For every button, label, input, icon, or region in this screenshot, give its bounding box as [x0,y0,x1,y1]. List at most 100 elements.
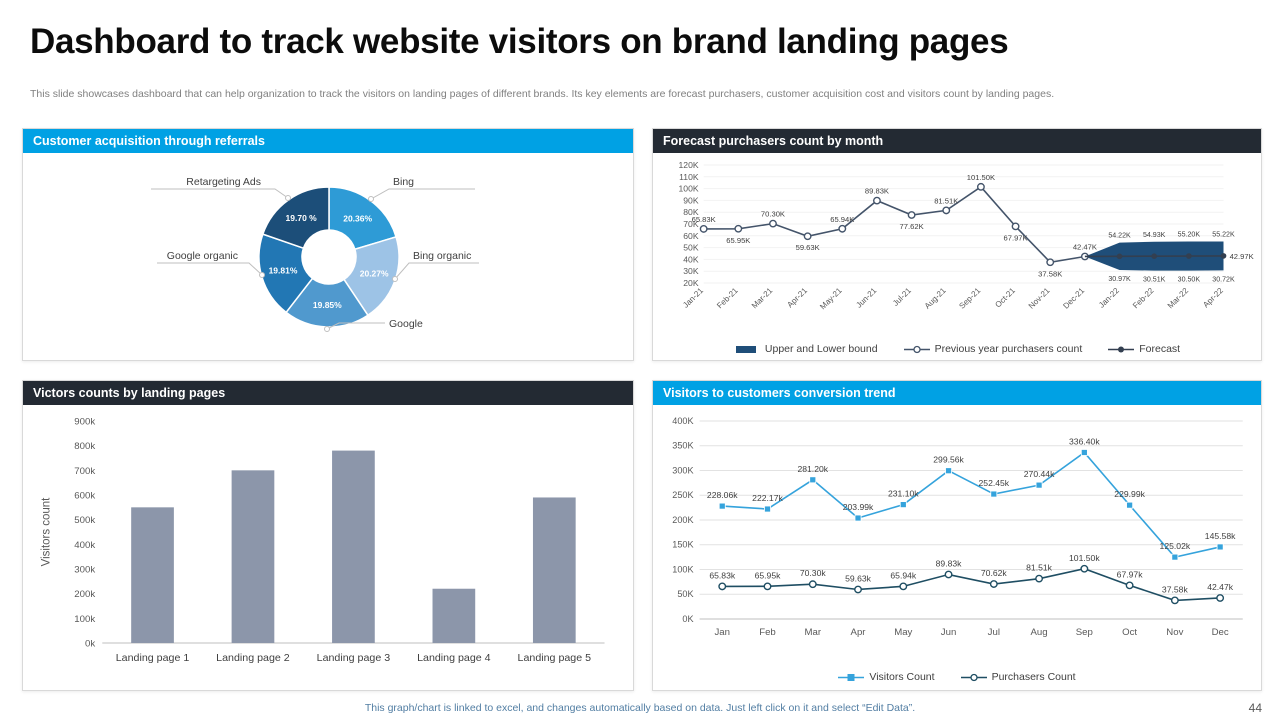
bar-landing-page-5[interactable] [532,497,576,643]
x-tick-label: Oct-21 [993,286,1017,310]
marker [1220,253,1227,259]
data-label: 37.58k [1162,584,1189,594]
data-label: 65.94k [890,570,917,580]
marker [899,501,907,509]
donut-slice-google-organic[interactable] [258,233,314,314]
data-label: 30.51K [1143,277,1166,284]
panel-body-landing: 0k 100k 200k 300k 400k 500k 600k 700k 800k 900k La… [23,405,633,690]
x-tick-label: Sep-21 [957,286,982,311]
data-label: 54.22K [1108,233,1131,240]
bar-landing-page-2[interactable] [231,470,275,643]
marker [1171,553,1179,561]
x-tick-label: Landing page 2 [216,652,290,664]
donut-slice-retargeting-ads[interactable] [261,186,330,250]
panel-header-forecast: Forecast purchasers count by month [653,129,1261,153]
bar-landing-page-4[interactable] [432,588,476,643]
marker [907,211,916,219]
chart-shape [912,345,921,353]
panel-header-conversion: Visitors to customers conversion trend [653,381,1261,405]
y-tick-label: 30K [683,266,699,276]
y-tick-label: 0k [85,639,95,650]
marker [944,570,953,579]
marker [990,490,998,498]
bar-landing-page-1[interactable] [131,507,174,643]
data-label: 101.50k [1069,553,1100,563]
marker [1151,253,1158,259]
data-label: 281.20k [797,464,828,474]
x-tick-label: Jan [714,627,730,638]
y-tick-label: 100K [678,184,698,194]
data-label: 30.97K [1108,276,1131,283]
x-tick-label: Feb-22 [1131,286,1156,311]
conversion-legend: Visitors Count Purchasers Count [653,664,1261,690]
marker [803,232,812,241]
y-tick-label: 350K [672,441,693,451]
donut-slice-bing[interactable] [328,186,397,251]
y-tick-label: 70K [683,219,699,229]
marker [699,225,708,233]
callout-line [326,322,385,330]
data-label: 70.30k [800,568,827,578]
legend-swatch-line-open [960,673,987,681]
panel-header-acquisition: Customer acquisition through referrals [23,129,633,153]
y-tick-label: 90K [683,195,699,205]
y-tick-label: 0K [682,614,693,624]
data-label: 30.50K [1178,277,1201,284]
x-tick-label: Feb-21 [715,286,740,311]
acquisition-donut-chart[interactable]: 20.36% 20.27% 19.85% 19.81% 19.70 % Bing Bing … [23,153,633,360]
x-tick-label: Landing page 5 [518,652,592,664]
callout-line [394,262,479,280]
donut-slice-google[interactable] [285,277,369,328]
legend-label: Visitors Count [869,671,935,683]
x-tick-label: Nov [1166,627,1183,638]
callout-line [151,188,289,199]
callout-dot [368,196,374,202]
data-label: 222.17k [752,493,783,503]
x-tick-label: Aug [1031,627,1048,638]
marker [1011,222,1020,231]
y-tick-label: 120K [678,160,698,170]
marker [989,580,998,588]
data-label: 81.51k [1026,563,1053,573]
series-line-previous-year-purchasers-count [703,185,1086,264]
marker [1126,501,1134,509]
y-tick-label: 300k [74,565,95,576]
series-line-purchasers-count [722,567,1221,602]
callout-dot [324,326,330,332]
data-label: 55.22K [1212,231,1235,238]
landing-bar-chart[interactable]: 0k 100k 200k 300k 400k 500k 600k 700k 800k 900k La… [23,405,633,690]
y-tick-label: 200K [672,515,693,525]
data-label: 336.40k [1069,437,1100,447]
conversion-line-chart[interactable]: 0K 50K 100K 150K 200K 250K 300K 350K 400K Jan Feb M… [653,405,1261,664]
y-tick-label: 50K [677,589,693,599]
panel-title-acquisition: Customer acquisition through referrals [33,134,265,148]
data-label: 89.83K [865,187,889,196]
x-tick-label: Dec [1212,627,1229,638]
donut-category-label: Retargeting Ads [186,176,261,188]
marker [1080,449,1088,456]
marker [1216,543,1224,551]
x-tick-label: Mar-22 [1166,286,1191,311]
marker [1125,581,1134,590]
chart-shape [735,345,756,353]
panel-body-forecast: 20K 30K 40K 50K 60K 70K 80K 90K 100K 110K 120K Jan-… [653,153,1261,360]
data-label: 229.99k [1114,489,1145,499]
x-tick-label: Jun-21 [854,286,878,310]
data-label: 65.83K [692,215,716,224]
x-tick-label: Landing page 1 [116,652,190,664]
marker [854,514,862,522]
panel-header-landing: Victors counts by landing pages [23,381,633,405]
data-label: 70.30K [761,210,785,219]
y-tick-label: 110K [679,172,699,182]
callout-dot [392,276,398,282]
y-tick-label: 200k [74,589,95,600]
donut-value-label: 19.70 % [286,213,318,223]
x-tick-label: Apr-22 [1201,286,1225,310]
legend-item-upper-and-lower-bound: Upper and Lower bound [734,343,878,355]
donut-slice-bing-organic[interactable] [342,235,400,317]
legend-label: Purchasers Count [991,671,1076,683]
data-label: 65.95K [726,236,750,245]
bar-landing-page-3[interactable] [332,450,375,643]
data-label: 65.95k [755,570,782,580]
